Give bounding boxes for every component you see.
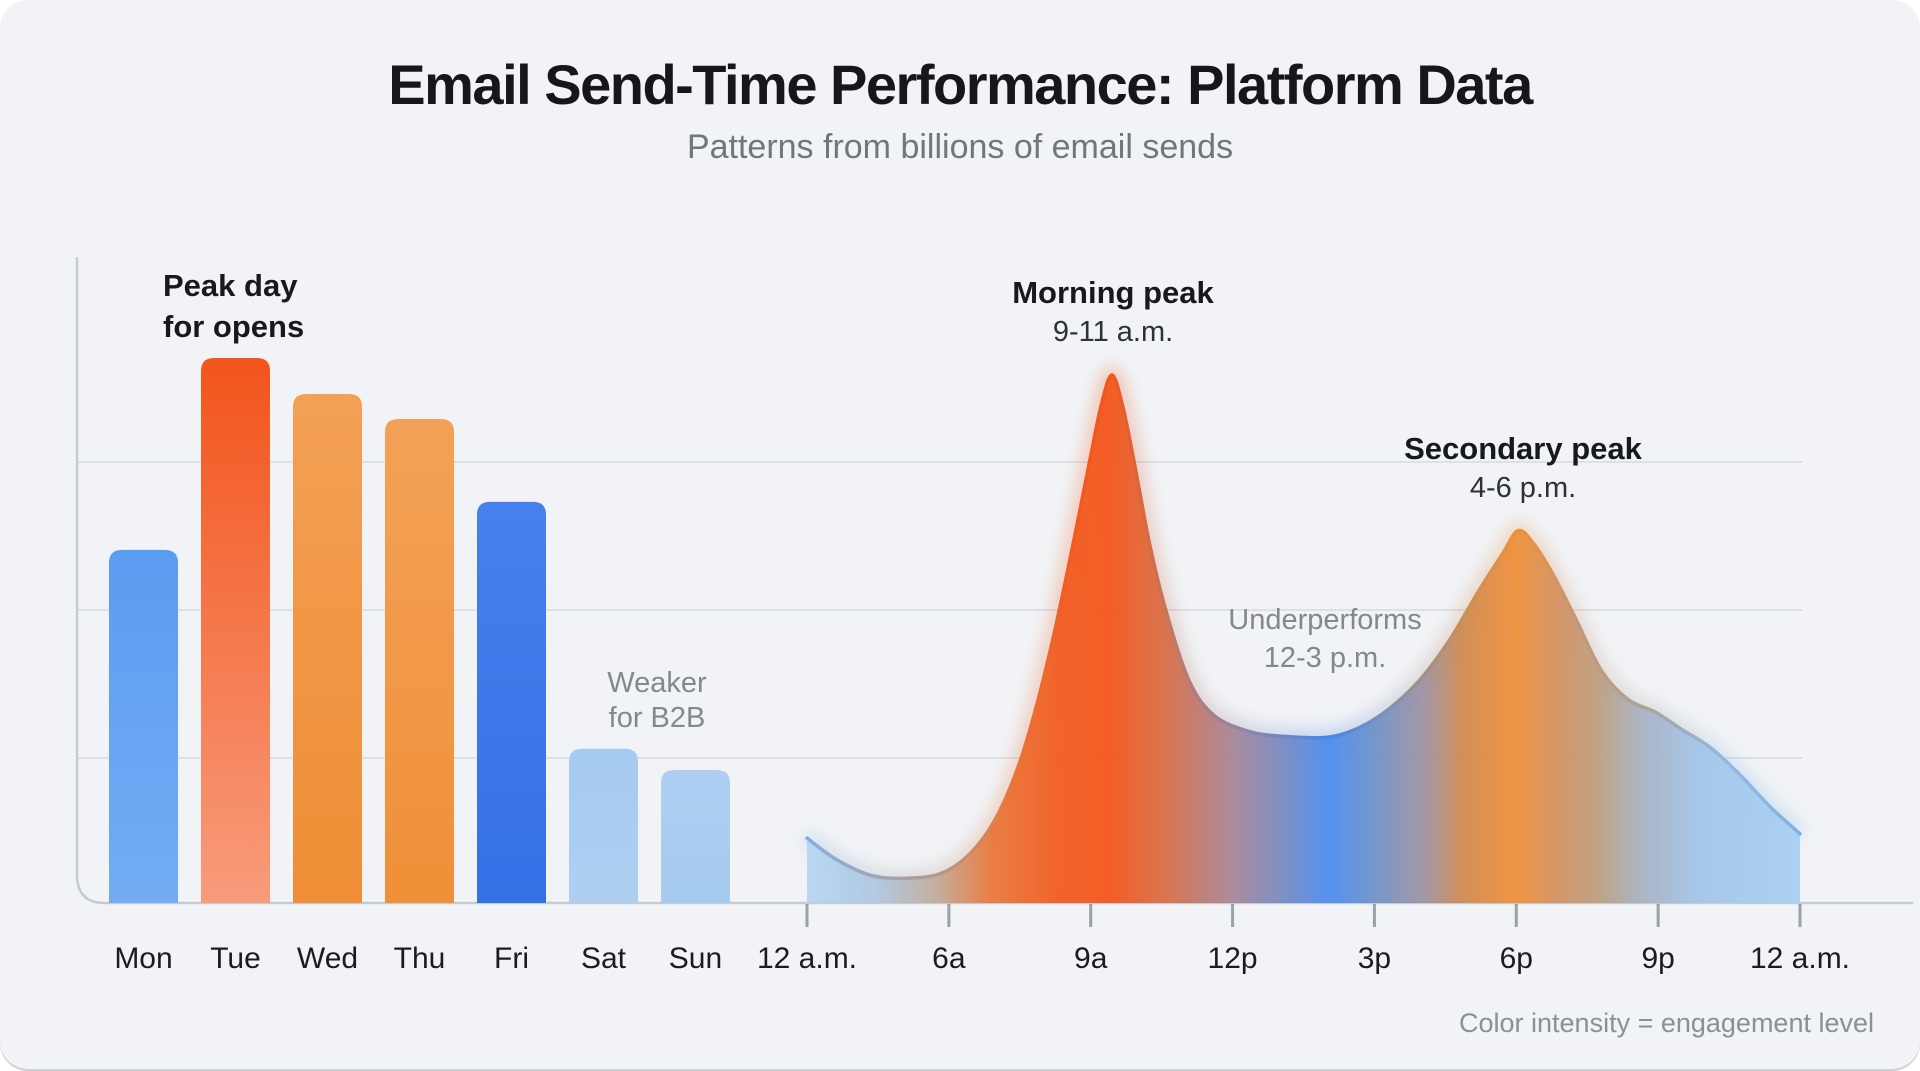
time-label: 9p (1641, 942, 1674, 975)
annotation-weaker-b2b-line1: Weaker (607, 667, 707, 699)
day-label-mon: Mon (114, 942, 172, 975)
time-of-day-area-chart (802, 366, 1806, 903)
time-label: 9a (1074, 942, 1108, 975)
bar-tue (201, 358, 270, 903)
day-label-wed: Wed (297, 942, 358, 975)
day-label-fri: Fri (494, 942, 529, 975)
tick-layer (805, 904, 1802, 927)
annotation-morning-peak-line2: 9-11 a.m. (1053, 316, 1173, 348)
page-title: Email Send-Time Performance: Platform Da… (388, 53, 1534, 116)
time-label: 12p (1208, 942, 1258, 975)
annotation-peak-day-line2: for opens (163, 309, 304, 344)
page-subtitle: Patterns from billions of email sends (687, 128, 1233, 166)
annotation-underperforms-line2: 12-3 p.m. (1264, 642, 1387, 674)
bar-sun (661, 770, 730, 903)
annotation-morning-peak-line1: Morning peak (1012, 275, 1214, 310)
time-label: 12 a.m. (1750, 942, 1850, 975)
bar-mon (109, 549, 178, 903)
annotation-secondary-peak-line1: Secondary peak (1404, 431, 1643, 466)
bar-wed (293, 393, 362, 903)
bar-thu (385, 419, 454, 903)
day-label-sat: Sat (581, 942, 627, 975)
chart-axis (75, 256, 1914, 905)
day-of-week-bar-chart (109, 358, 730, 903)
engagement-area-fill (807, 375, 1800, 903)
axis-layer (75, 256, 1914, 905)
engagement-curve (805, 373, 1802, 881)
annotation-weaker-b2b-line2: for B2B (609, 702, 706, 734)
day-label-tue: Tue (210, 942, 261, 975)
annotation-peak-day-line1: Peak day (163, 268, 298, 303)
annotation-underperforms-line1: Underperforms (1228, 604, 1421, 636)
time-label: 3p (1358, 942, 1391, 975)
bar-sat (569, 748, 638, 903)
bar-fri (477, 501, 546, 903)
time-label: 6a (932, 942, 966, 975)
day-label-sun: Sun (669, 942, 722, 975)
time-label: 6p (1500, 942, 1533, 975)
day-label-thu: Thu (394, 942, 446, 975)
annotation-secondary-peak-line2: 4-6 p.m. (1470, 472, 1576, 504)
axis-labels-layer: Mon Tue Wed Thu Fri Sat Sun 12 a.m. 6a 9a 12p 3p 6p 9… (114, 942, 1850, 975)
time-label: 12 a.m. (757, 942, 857, 975)
color-legend-note: Color intensity = engagement level (1459, 1008, 1874, 1038)
